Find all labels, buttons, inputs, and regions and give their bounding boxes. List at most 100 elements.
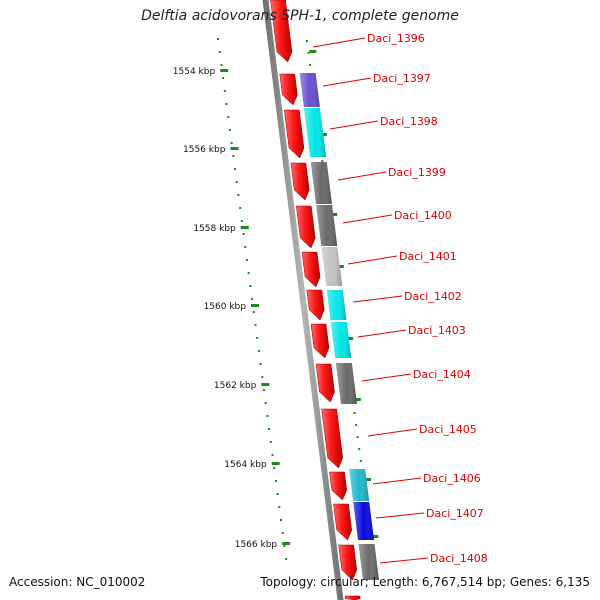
scale-dot — [285, 558, 288, 560]
gene-arrow — [344, 595, 361, 600]
scale-dot — [283, 545, 286, 547]
gene-arrow — [306, 289, 325, 321]
gene-label: Daci_1399 — [388, 166, 446, 179]
feature-dot — [359, 460, 362, 462]
feature-tick — [309, 50, 317, 53]
scale-dot — [278, 506, 281, 508]
major-tick — [240, 226, 249, 229]
label-leader — [312, 37, 366, 48]
feature-shade — [316, 205, 338, 246]
feature-track — [299, 73, 379, 580]
scale-dot — [217, 38, 219, 40]
scale-dot — [261, 376, 264, 378]
major-tick — [261, 383, 270, 386]
scale-dot — [262, 389, 265, 391]
gene-label: Daci_1405 — [419, 423, 477, 436]
scale-label: 1554 kbp — [173, 67, 216, 77]
scale-dot — [239, 207, 242, 209]
scale-dot — [244, 246, 247, 248]
scale-dot — [218, 51, 221, 53]
label-leader — [342, 214, 393, 224]
backbone-track — [262, 0, 344, 600]
scale-dot — [281, 532, 284, 534]
scale-dot — [256, 337, 259, 339]
label-leader — [352, 295, 403, 303]
gene-label: Daci_1396 — [367, 32, 425, 45]
gene-arrow — [301, 251, 321, 288]
gene-label: Daci_1407 — [426, 507, 484, 520]
scale-dot — [228, 129, 231, 131]
label-leader — [367, 428, 418, 437]
scale-dot — [242, 233, 245, 235]
scale-dot — [269, 441, 272, 443]
feature-tick — [364, 478, 372, 481]
scale-dot — [230, 142, 233, 144]
gene-label: Daci_1406 — [423, 472, 481, 485]
gene-track — [270, 0, 361, 600]
scale-dot — [268, 428, 271, 430]
feature-shade — [330, 322, 352, 358]
scale-label: 1562 kbp — [214, 381, 257, 391]
label-leader — [347, 255, 398, 265]
feature-shade — [304, 108, 327, 157]
accession-text: Accession: NC_010002 — [9, 575, 146, 589]
gene-arrow — [279, 73, 298, 106]
scale-label: 1560 kbp — [204, 302, 247, 312]
scale-dot — [271, 454, 274, 456]
scale-dot — [232, 155, 235, 157]
gene-label: Daci_1408 — [430, 552, 488, 565]
feature-shade — [349, 469, 370, 501]
major-tick — [230, 147, 239, 150]
label-leader — [329, 120, 379, 130]
scale-dot — [240, 220, 243, 222]
scale-dot — [225, 103, 228, 105]
scale-dot — [266, 415, 269, 417]
scale-dot — [249, 285, 252, 287]
scale-dot — [222, 77, 225, 79]
gene-arrow — [333, 503, 353, 541]
scale-track: 1554 kbp 1556 kbp 1558 kbp 1560 kbp 1562 kbp… — [173, 38, 379, 570]
label-leader — [357, 329, 407, 338]
feature-dot — [321, 160, 324, 162]
scale-dot — [237, 194, 240, 196]
gene-arrow — [310, 323, 330, 359]
scale-dot — [254, 324, 257, 326]
feature-shade — [358, 544, 379, 580]
feature-shade — [321, 247, 343, 286]
gene-arrow — [338, 544, 358, 581]
feature-dot — [306, 40, 308, 42]
gene-arrow — [270, 0, 293, 63]
label-leader — [322, 77, 372, 87]
gene-arrow — [321, 408, 344, 469]
gene-arrow — [290, 162, 310, 201]
feature-tick — [319, 133, 327, 136]
feature-dot — [307, 52, 310, 54]
scale-dot — [276, 493, 279, 495]
feature-shade — [310, 162, 332, 204]
feature-tick — [353, 398, 361, 401]
gene-label: Daci_1397 — [373, 72, 431, 85]
feature-dot — [358, 448, 361, 450]
scale-label: 1556 kbp — [183, 145, 226, 155]
scale-dot — [235, 181, 238, 183]
gene-arrow — [329, 471, 348, 501]
feature-shade — [326, 290, 347, 320]
scale-dot — [264, 402, 267, 404]
scale-dot — [251, 298, 254, 300]
major-tick — [271, 462, 280, 465]
scale-dot — [259, 363, 262, 365]
gene-arrow — [315, 363, 335, 403]
scale-label: 1566 kbp — [235, 540, 278, 550]
scale-dot — [245, 259, 248, 261]
backbone-line — [262, 0, 344, 600]
gene-label: Daci_1401 — [399, 250, 457, 263]
gene-label: Daci_1402 — [404, 290, 462, 303]
major-tick — [282, 542, 291, 545]
gene-arrow — [283, 109, 305, 159]
feature-shade — [353, 502, 374, 540]
scale-dot — [280, 519, 283, 521]
scale-dot — [234, 168, 237, 170]
scale-dot — [223, 90, 226, 92]
scale-dot — [220, 64, 223, 66]
